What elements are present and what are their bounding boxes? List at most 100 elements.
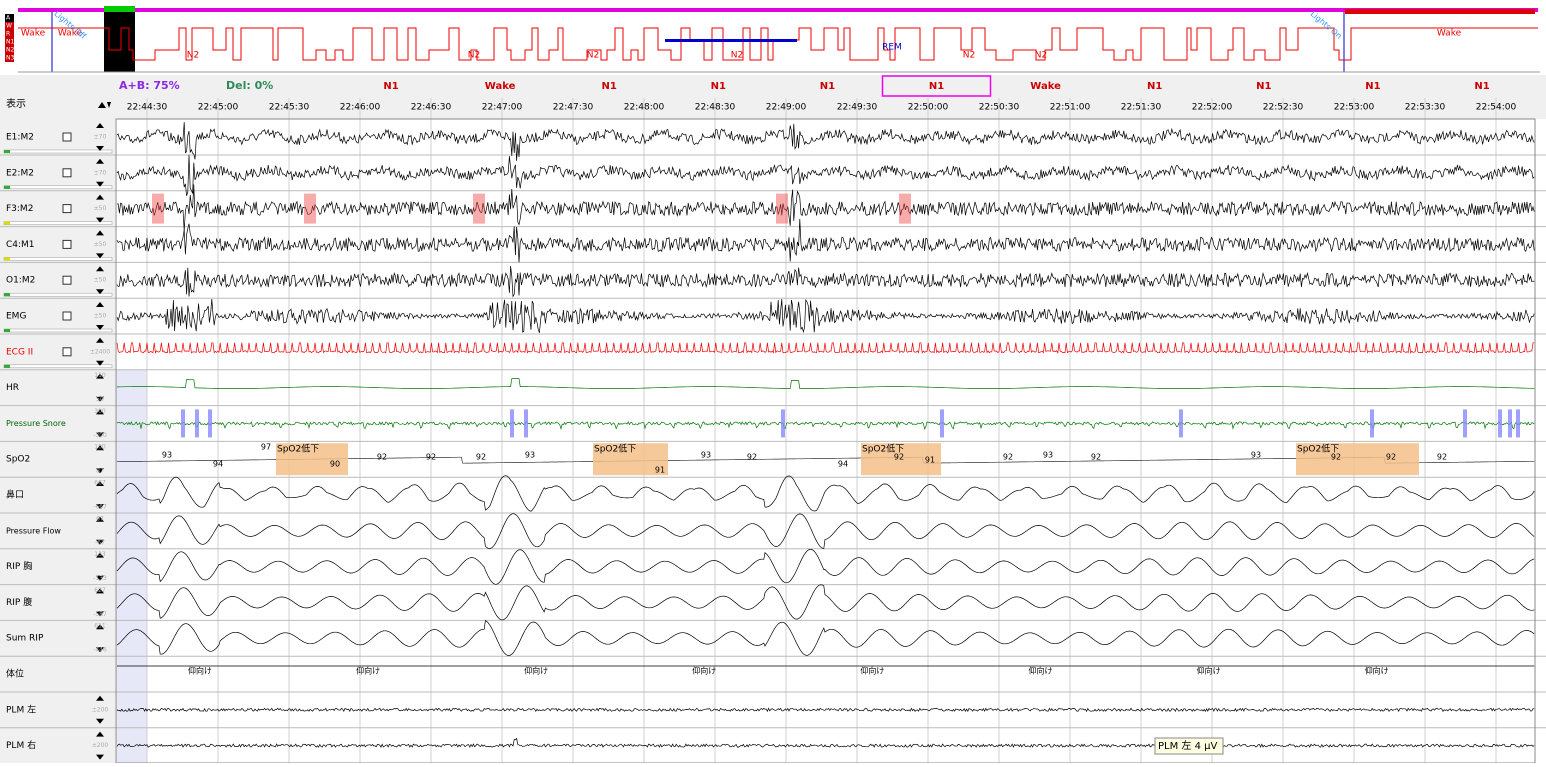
epoch-stage: N1 <box>1147 81 1162 92</box>
scale-up[interactable] <box>96 731 104 737</box>
epoch-stage: N1 <box>820 81 835 92</box>
scale-down[interactable] <box>96 539 104 545</box>
legend-bg <box>5 54 14 62</box>
scale-up[interactable] <box>96 230 104 236</box>
scale-down[interactable] <box>96 718 104 724</box>
scale-up[interactable] <box>96 373 104 379</box>
channel-name: RIP 腹 <box>6 596 32 608</box>
time-label: 22:51:30 <box>1121 103 1162 113</box>
scale-up[interactable] <box>96 445 104 451</box>
scale-up[interactable] <box>96 123 104 128</box>
hypno-legend: A <box>6 15 11 22</box>
channel-checkbox[interactable] <box>62 239 72 249</box>
time-label: 22:45:30 <box>269 103 310 113</box>
spo2-event-label: SpO2低下 <box>1297 443 1339 455</box>
scale-down[interactable] <box>96 253 104 259</box>
scale-label: ±70 <box>94 169 107 176</box>
spo2-value: 92 <box>377 453 387 462</box>
scale-label: ±200 <box>92 742 109 749</box>
scale-down[interactable] <box>96 360 104 366</box>
channel-checkbox[interactable] <box>62 311 72 321</box>
scale-down[interactable] <box>96 325 104 330</box>
scale-up[interactable] <box>96 695 104 701</box>
scale-label: 667 <box>94 480 106 487</box>
channel-checkbox[interactable] <box>62 275 72 285</box>
scale-up[interactable] <box>96 516 104 522</box>
time-label: 22:49:30 <box>837 103 878 113</box>
legend-bg <box>5 38 14 46</box>
spo2-value: 92 <box>1091 453 1101 462</box>
scale-down[interactable] <box>96 754 104 760</box>
time-label: 22:50:30 <box>979 103 1020 113</box>
scale-up[interactable] <box>96 302 104 307</box>
time-label: 22:47:00 <box>482 103 523 113</box>
channel-checkbox[interactable] <box>62 347 72 357</box>
channel-checkbox[interactable] <box>62 204 72 214</box>
scale-down[interactable] <box>96 396 104 402</box>
level-fill <box>4 329 10 332</box>
snore-mark <box>195 409 199 438</box>
epoch-selected[interactable] <box>881 75 992 97</box>
scale-up[interactable] <box>96 409 104 415</box>
spo2-value: 92 <box>894 453 904 462</box>
posture-label: 仰向け <box>1197 666 1221 676</box>
spo2-value: 93 <box>525 451 535 460</box>
scale-down[interactable] <box>96 504 104 509</box>
scale-up[interactable] <box>96 624 104 630</box>
scale-up[interactable] <box>96 158 104 164</box>
scale-down[interactable] <box>96 468 104 474</box>
spo2-value: 90 <box>330 460 340 469</box>
time-label: 22:53:00 <box>1334 103 1375 113</box>
waveform <box>116 218 1535 263</box>
level-fill <box>4 257 10 261</box>
spo2-value: 93 <box>1043 451 1053 460</box>
channel-name: HR <box>6 383 19 393</box>
channel-checkbox[interactable] <box>62 132 72 142</box>
hypno-label: N2 <box>963 51 975 61</box>
scale-down[interactable] <box>96 146 104 151</box>
time-label: 22:45:00 <box>198 103 239 113</box>
scale-label: ±2400 <box>90 348 110 355</box>
posture-label: 仰向け <box>1029 666 1053 676</box>
scale-down[interactable] <box>96 289 104 295</box>
channel-name: RIP 胸 <box>6 560 32 572</box>
waveform <box>116 184 1535 231</box>
epoch-stage: Wake <box>1030 81 1061 92</box>
channel-name: F3:M2 <box>6 204 33 214</box>
display-label: 表示 <box>6 97 26 110</box>
scale-up[interactable] <box>96 194 104 200</box>
arousal-mark <box>473 193 485 224</box>
time-label: 22:50:00 <box>908 103 949 113</box>
hypno-legend: N3 <box>6 55 14 62</box>
hypno-label: Wake <box>1437 29 1462 39</box>
snore-mark <box>510 409 514 438</box>
scale-up[interactable] <box>96 337 104 343</box>
time-label: 22:46:00 <box>340 103 381 113</box>
spo2-event-label: SpO2低下 <box>862 443 904 455</box>
scale-up[interactable] <box>96 552 104 558</box>
scale-up[interactable] <box>96 266 104 272</box>
scale-down[interactable] <box>96 575 104 581</box>
snore-mark <box>1463 409 1467 438</box>
scale-down[interactable] <box>96 432 104 438</box>
hypno-label: N2 <box>587 51 599 61</box>
tooltip-bg <box>1154 737 1224 755</box>
waveform <box>116 266 1535 298</box>
scale-down[interactable] <box>96 647 104 653</box>
scale-up[interactable] <box>96 481 104 486</box>
snore-mark <box>1370 409 1374 438</box>
time-label: 22:53:30 <box>1405 103 1446 113</box>
snore-mark <box>1498 409 1502 438</box>
level-bar <box>3 257 113 261</box>
scale-down[interactable] <box>96 217 104 223</box>
rem-bar <box>665 39 797 42</box>
spo2-event <box>276 443 348 476</box>
channel-checkbox[interactable] <box>62 168 72 178</box>
spo2-event-label: SpO2低下 <box>277 443 319 455</box>
spo2-value: 93 <box>701 451 711 460</box>
scale-down[interactable] <box>96 611 104 617</box>
scale-up[interactable] <box>96 588 104 594</box>
scale-label: ±70 <box>94 134 107 141</box>
scale-down[interactable] <box>96 181 104 187</box>
channel-name: PLM 左 <box>6 703 36 715</box>
